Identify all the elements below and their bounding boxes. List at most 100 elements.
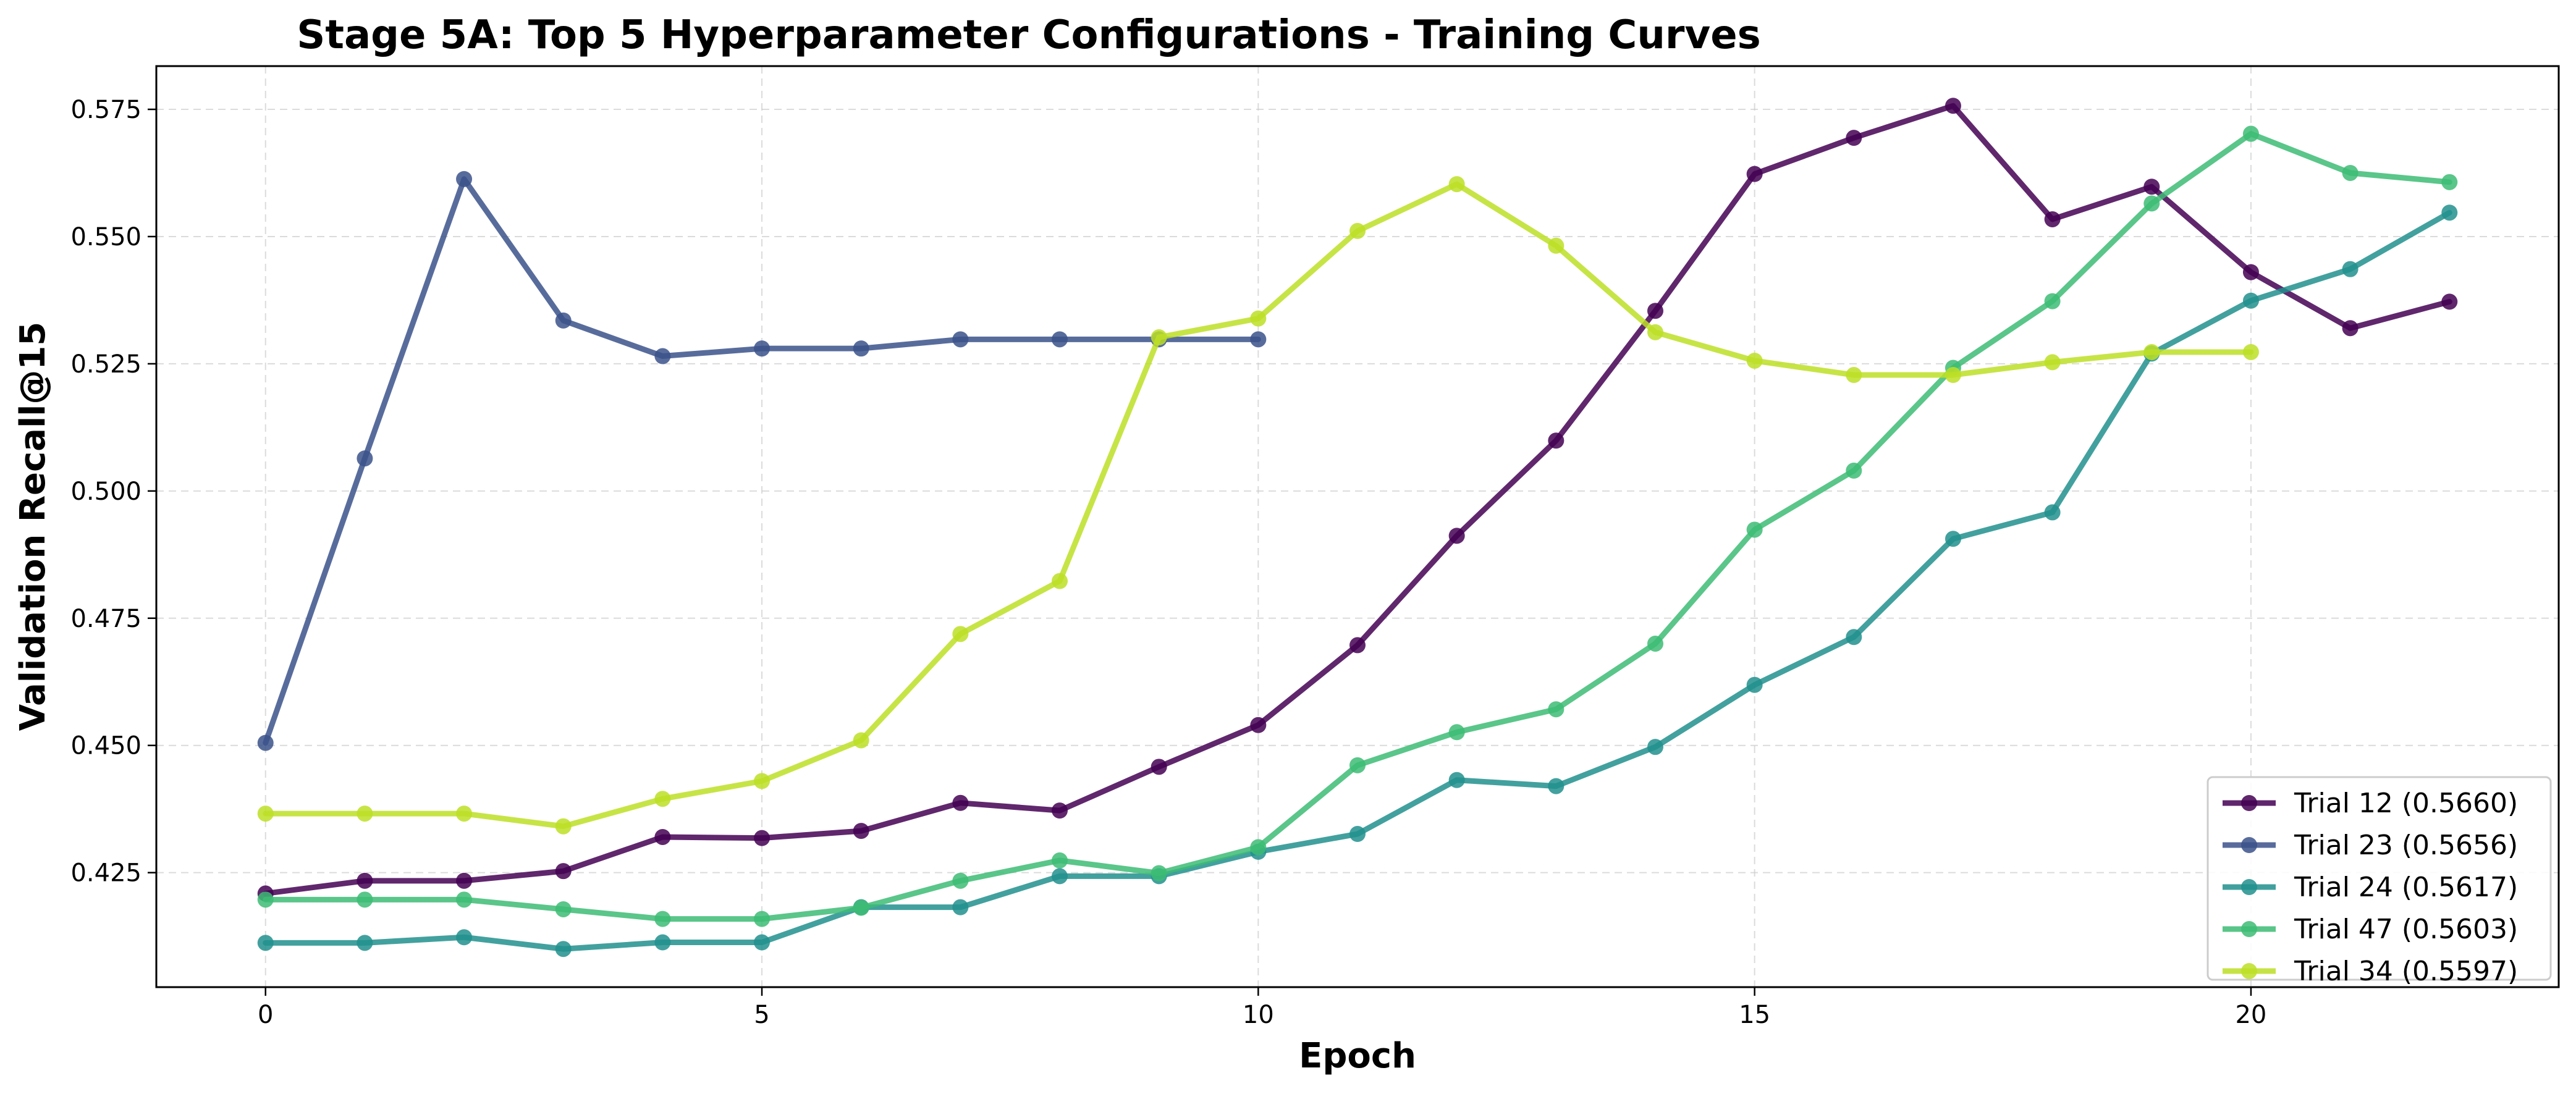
data-point xyxy=(2242,125,2259,142)
data-point xyxy=(555,818,572,835)
legend-label: Trial 24 (0.5617) xyxy=(2294,872,2518,903)
data-point xyxy=(1846,462,1862,479)
y-tick-label: 0.500 xyxy=(70,478,141,506)
y-tick-label: 0.425 xyxy=(70,859,141,888)
data-point xyxy=(2441,293,2458,310)
data-point xyxy=(853,340,869,357)
data-point xyxy=(357,935,373,951)
data-point xyxy=(1548,778,1565,794)
data-point xyxy=(257,891,274,908)
data-point xyxy=(1647,303,1663,319)
data-point xyxy=(257,734,274,751)
data-point xyxy=(357,806,373,822)
data-point xyxy=(1448,772,1465,788)
y-tick-label: 0.475 xyxy=(70,605,141,633)
data-point xyxy=(2143,195,2160,212)
data-point xyxy=(2342,164,2359,181)
legend-item: Trial 23 (0.5656) xyxy=(2223,830,2518,861)
legend: Trial 12 (0.5660) Trial 23 (0.5656) Trial … xyxy=(2206,776,2552,987)
legend-label: Trial 34 (0.5597) xyxy=(2294,956,2518,987)
series-5 xyxy=(257,176,2259,835)
plot-frame xyxy=(155,65,2560,988)
legend-marker xyxy=(2241,921,2257,937)
data-point xyxy=(754,830,771,846)
data-point xyxy=(555,312,572,329)
data-point xyxy=(2044,504,2061,521)
data-point xyxy=(2044,211,2061,227)
legend-label: Trial 47 (0.5603) xyxy=(2294,914,2518,945)
data-point xyxy=(952,899,969,915)
data-point xyxy=(654,791,671,807)
data-point xyxy=(357,872,373,889)
data-point xyxy=(754,911,771,927)
data-point xyxy=(1151,759,1167,775)
data-point xyxy=(1250,717,1267,733)
data-point xyxy=(853,732,869,749)
data-point xyxy=(952,331,969,348)
x-tick-label: 5 xyxy=(754,1001,769,1029)
data-point xyxy=(1647,324,1663,340)
legend-item: Trial 12 (0.5660) xyxy=(2223,788,2518,819)
data-point xyxy=(1746,676,1763,693)
data-point xyxy=(853,899,869,916)
legend-frame xyxy=(2206,776,2552,981)
data-point xyxy=(952,794,969,811)
data-point xyxy=(1945,98,1961,114)
data-point xyxy=(1746,521,1763,538)
data-point xyxy=(1349,826,1366,843)
data-point xyxy=(456,170,473,187)
data-point xyxy=(2242,343,2259,360)
legend-label: Trial 12 (0.5660) xyxy=(2294,788,2518,819)
data-point xyxy=(1250,331,1267,348)
data-point xyxy=(1846,130,1862,146)
x-tick-label: 0 xyxy=(258,1001,273,1029)
data-point xyxy=(357,450,373,467)
y-tick-label: 0.575 xyxy=(70,96,141,124)
data-point xyxy=(952,626,969,642)
data-point xyxy=(456,806,473,822)
data-point xyxy=(1052,802,1068,819)
data-point xyxy=(1846,367,1862,384)
legend-item: Trial 24 (0.5617) xyxy=(2223,872,2518,903)
legend-marker xyxy=(2241,795,2257,811)
data-point xyxy=(1052,331,1068,348)
data-point xyxy=(1052,852,1068,869)
data-point xyxy=(1548,701,1565,718)
data-point xyxy=(952,872,969,889)
data-point xyxy=(754,934,771,951)
data-point xyxy=(2044,354,2061,371)
legend-marker xyxy=(2241,963,2257,979)
y-tick-label: 0.450 xyxy=(70,732,141,760)
data-point xyxy=(1151,865,1167,882)
legend-marker xyxy=(2241,837,2257,853)
legend-label: Trial 23 (0.5656) xyxy=(2294,830,2518,861)
data-point xyxy=(357,891,373,908)
data-point xyxy=(1746,166,1763,182)
data-point xyxy=(456,929,473,946)
data-point xyxy=(654,828,671,845)
data-point xyxy=(1448,724,1465,741)
legend-item: Trial 34 (0.5597) xyxy=(2223,956,2518,987)
data-point xyxy=(555,941,572,957)
data-point xyxy=(654,911,671,927)
data-point xyxy=(2143,179,2160,195)
data-point xyxy=(2441,174,2458,190)
chart-title: Stage 5A: Top 5 Hyperparameter Configura… xyxy=(297,12,1760,58)
data-point xyxy=(1945,531,1961,547)
x-tick-label: 20 xyxy=(2235,1001,2266,1029)
y-tick-label: 0.525 xyxy=(70,350,141,379)
data-point xyxy=(1945,367,1961,384)
legend-item: Trial 47 (0.5603) xyxy=(2223,914,2518,945)
data-point xyxy=(1250,839,1267,856)
x-axis-label: Epoch xyxy=(1299,1036,1416,1076)
data-point xyxy=(2342,261,2359,277)
legend-marker xyxy=(2241,879,2257,895)
x-tick-label: 10 xyxy=(1243,1001,1274,1029)
data-point xyxy=(2441,204,2458,221)
series-layer xyxy=(257,98,2458,957)
y-tick-label: 0.550 xyxy=(70,223,141,251)
data-point xyxy=(456,872,473,889)
